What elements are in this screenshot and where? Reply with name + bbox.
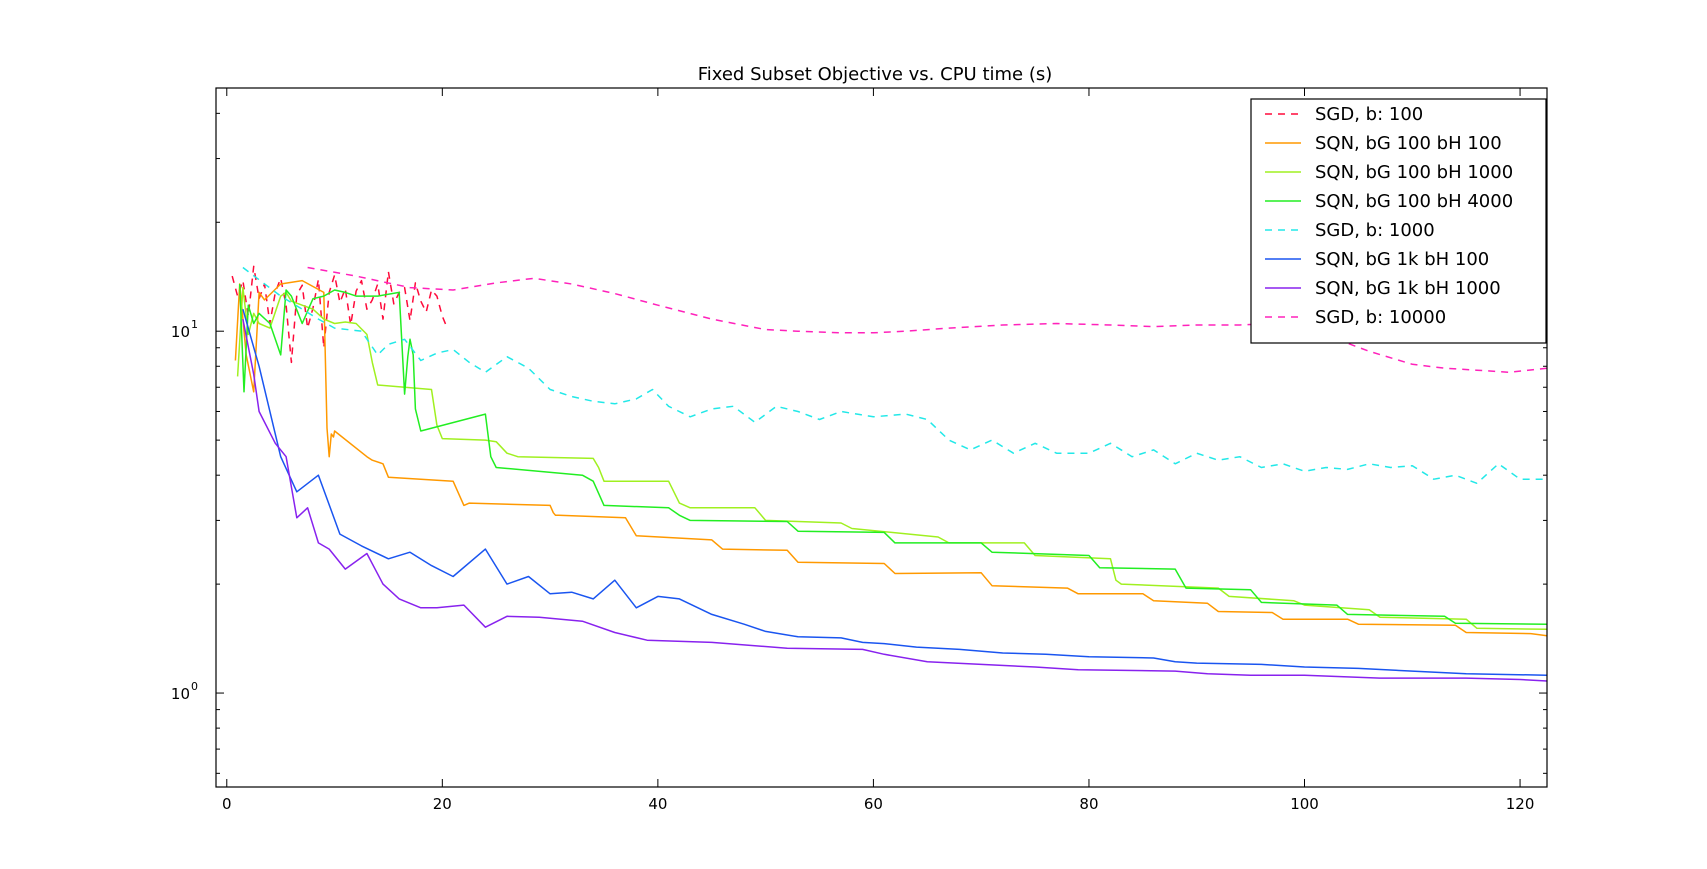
series-line-sqn-bg-100-bh-100 <box>234 279 1547 637</box>
legend-label: SGD, b: 10000 <box>1315 307 1446 328</box>
y-tick-exponent: 1 <box>191 318 198 331</box>
series-line-sqn-bg-1k-bh-100 <box>242 308 1547 676</box>
chart-title: Fixed Subset Objective vs. CPU time (s) <box>698 64 1053 85</box>
y-tick-exponent: 0 <box>191 680 198 693</box>
legend-box <box>1250 98 1547 344</box>
series-line-sgd-b-100 <box>231 265 448 364</box>
legend-label: SQN, bG 1k bH 100 <box>1315 249 1489 270</box>
plot-frame <box>215 87 1548 788</box>
x-tick-label: 60 <box>864 795 883 813</box>
y-tick-label: 10 <box>171 323 190 341</box>
x-tick-label: 120 <box>1506 795 1535 813</box>
x-axis: 0 20 40 60 80 100 120 <box>222 88 1534 813</box>
x-tick-label: 0 <box>222 795 232 813</box>
x-tick-label: 80 <box>1079 795 1098 813</box>
series-line-sqn-bg-1k-bh-1000 <box>242 318 1547 682</box>
series-line-sqn-bg-100-bh-4000 <box>238 283 1547 625</box>
legend-label: SQN, bG 100 bH 100 <box>1315 133 1502 154</box>
legend: SGD, b: 100 SQN, bG 100 bH 100 SQN, bG 100… <box>1250 98 1547 344</box>
y-tick-label: 10 <box>171 685 190 703</box>
x-tick-label: 100 <box>1290 795 1319 813</box>
x-tick-label: 40 <box>648 795 667 813</box>
x-tick-label: 20 <box>433 795 452 813</box>
series-line-sgd-b-10000 <box>307 266 1547 374</box>
plot-series-layer <box>231 265 1547 682</box>
legend-label: SGD, b: 100 <box>1315 104 1423 125</box>
legend-label: SQN, bG 100 bH 4000 <box>1315 191 1513 212</box>
legend-label: SGD, b: 1000 <box>1315 220 1435 241</box>
legend-label: SQN, bG 100 bH 1000 <box>1315 162 1513 183</box>
series-line-sgd-b-1000 <box>242 266 1547 485</box>
legend-label: SQN, bG 1k bH 1000 <box>1315 278 1501 299</box>
